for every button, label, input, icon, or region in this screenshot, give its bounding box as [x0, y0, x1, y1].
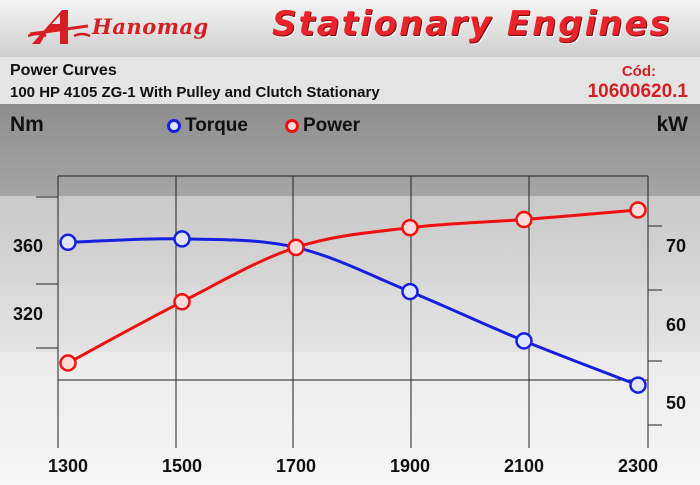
- power-point: [629, 201, 647, 219]
- logo-wordmark: Hanomag: [92, 14, 209, 39]
- power-line: [67, 208, 639, 365]
- torque-line: [67, 237, 639, 387]
- x-tick-label: 1500: [162, 456, 202, 476]
- power-point: [401, 218, 419, 237]
- right-axis-unit: kW: [656, 113, 689, 136]
- x-tick-label: 2300: [618, 456, 658, 476]
- torque-point: [173, 230, 191, 248]
- header-band: [0, 0, 700, 57]
- chart-band-top: [0, 104, 700, 196]
- left-axis-unit: Nm: [10, 113, 44, 136]
- right-y-tick-label: 70: [666, 236, 686, 256]
- legend-torque-marker: [167, 119, 181, 133]
- right-y-tick-label: 50: [666, 393, 686, 413]
- x-tick-label: 1700: [276, 456, 316, 476]
- right-y-tick-label: 60: [666, 315, 686, 335]
- x-tick-label: 2100: [504, 456, 544, 476]
- left-y-tick-label: 360: [13, 236, 43, 256]
- torque-point: [401, 282, 419, 301]
- info-band: [0, 57, 700, 104]
- torque-point: [629, 376, 647, 394]
- power-point: [515, 210, 533, 229]
- legend-power-marker: [285, 119, 299, 133]
- code-value: 10600620.1: [587, 81, 688, 102]
- chart-band-3: [0, 286, 700, 352]
- torque-point: [59, 233, 77, 252]
- chart-title: Power Curves: [10, 62, 117, 79]
- code-label: Cód:: [621, 63, 656, 80]
- legend-power-label: Power: [303, 115, 361, 136]
- x-tick-label: 1300: [48, 456, 88, 476]
- left-y-tick-label: 320: [13, 304, 43, 324]
- hanomag-logo-icon: [28, 10, 91, 44]
- power-point: [59, 354, 77, 372]
- power-point: [287, 238, 305, 257]
- torque-point: [515, 332, 533, 350]
- legend-power: Power: [285, 115, 360, 137]
- x-tick-label: 1900: [390, 456, 430, 476]
- legend-torque: Torque: [167, 115, 248, 137]
- power-point: [173, 293, 191, 311]
- legend-torque-label: Torque: [185, 115, 248, 136]
- chart-band-bottom: [0, 352, 700, 485]
- engine-model: 100 HP 4105 ZG-1 With Pulley and Clutch …: [10, 84, 380, 101]
- page-title: Stationary Engines: [272, 4, 672, 44]
